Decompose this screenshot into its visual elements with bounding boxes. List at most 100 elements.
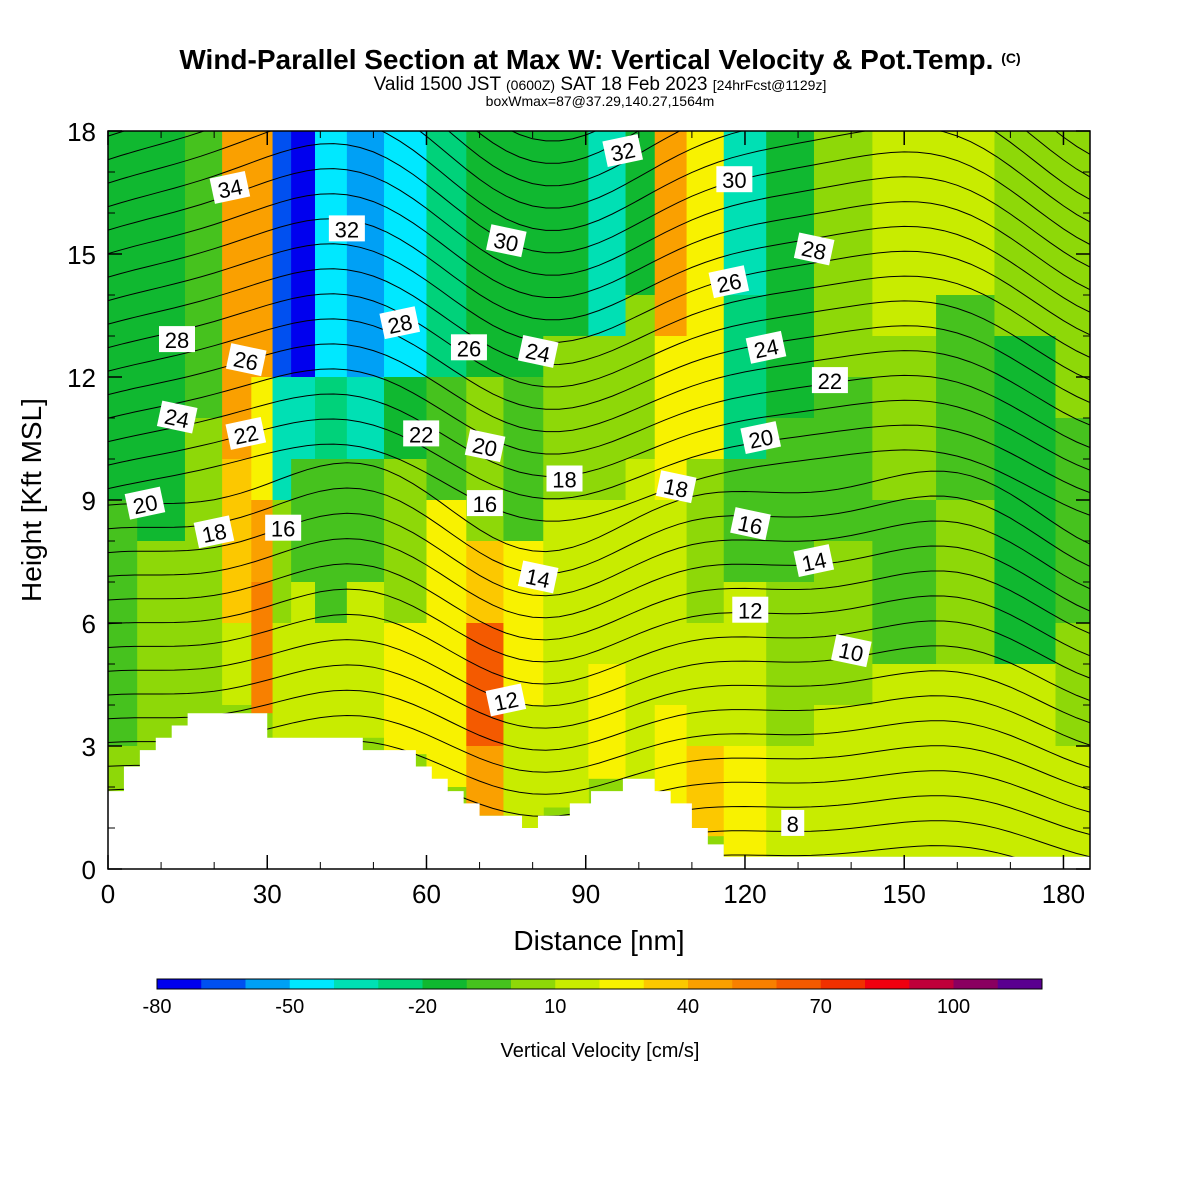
velocity-cell <box>346 131 385 377</box>
contour-label: 18 <box>193 515 235 549</box>
theta-contour-line <box>475 131 1090 164</box>
contour-label: 28 <box>793 232 835 266</box>
theta-contour-line <box>108 393 1090 477</box>
velocity-cell <box>766 746 815 857</box>
velocity-cell <box>384 623 427 755</box>
contour-label: 16 <box>265 514 302 542</box>
theta-contour-line <box>108 193 1090 298</box>
colorbar-swatch <box>599 979 645 989</box>
theta-contour-line <box>108 318 1090 410</box>
svg-text:20: 20 <box>470 432 499 462</box>
x-axis-title: Distance [nm] <box>513 925 684 956</box>
box-info: boxWmax=87@37.29,140.27,1564m <box>485 93 715 109</box>
y-tick-label: 6 <box>82 609 96 639</box>
velocity-cell <box>654 500 688 705</box>
svg-text:26: 26 <box>457 336 481 361</box>
svg-text:16: 16 <box>736 510 765 540</box>
contour-label: 32 <box>602 134 643 167</box>
theta-contour-line <box>108 538 1090 619</box>
velocity-cell <box>686 623 725 746</box>
velocity-cell <box>654 705 688 808</box>
colorbar: -80 -50 -20 10 40 70 100 <box>143 978 1043 1018</box>
y-tick-label: 12 <box>67 363 96 393</box>
theta-contour-line <box>108 143 1090 254</box>
theta-contour-line <box>108 218 1090 321</box>
theta-contour-line <box>108 487 1090 575</box>
velocity-cell <box>346 377 385 459</box>
svg-text:32: 32 <box>608 137 637 167</box>
y-axis-title: Height [Kft MSL] <box>16 398 47 602</box>
velocity-cell <box>272 377 292 500</box>
svg-text:22: 22 <box>232 420 261 450</box>
y-tick-label: 9 <box>82 486 96 516</box>
contour-label: 12 <box>732 596 769 624</box>
velocity-cell <box>936 295 995 500</box>
theta-contour-line <box>108 689 1090 751</box>
valid-date: SAT 18 Feb 2023 <box>560 74 708 95</box>
contour-label: 20 <box>740 421 781 454</box>
x-tick-label: 0 <box>101 879 115 909</box>
theta-contour-line <box>108 588 1090 663</box>
colorbar-tick-label: -80 <box>143 996 172 1018</box>
velocity-cell <box>315 131 348 377</box>
svg-text:34: 34 <box>216 174 245 204</box>
contour-label: 30 <box>486 224 527 258</box>
colorbar-swatch <box>201 979 246 989</box>
contour-label: 24 <box>745 330 787 364</box>
velocity-cell <box>251 131 274 377</box>
velocity-cell <box>872 131 937 336</box>
y-tick-label: 15 <box>67 240 96 270</box>
velocity-cell <box>872 336 937 500</box>
colorbar-swatch <box>909 979 954 989</box>
contour-labels: 34 32 30 32 30 28 26 28 26 28 26 24 24 22 24 22 22 20 20 18… <box>124 134 872 837</box>
contour-label: 16 <box>466 490 503 517</box>
contour-label: 8 <box>781 809 805 837</box>
velocity-cell <box>625 664 656 779</box>
velocity-cell <box>503 377 544 541</box>
velocity-cell <box>426 500 467 664</box>
colorbar-title: Vertical Velocity [cm/s] <box>501 1040 700 1062</box>
contour-label: 14 <box>793 544 835 577</box>
theta-contour-line <box>108 131 1090 187</box>
x-tick-label: 150 <box>883 879 926 909</box>
x-tick-label: 30 <box>253 879 282 909</box>
velocity-cell <box>184 131 223 418</box>
colorbar-swatch <box>953 979 999 989</box>
colorbar-swatch <box>334 979 379 989</box>
velocity-cell <box>272 623 292 738</box>
colorbar-tick-label: -20 <box>408 996 437 1018</box>
svg-text:20: 20 <box>131 490 160 520</box>
colorbar-swatch <box>466 979 512 989</box>
theta-contour-line <box>108 243 1090 343</box>
colorbar-swatch <box>378 979 423 989</box>
theta-contour-line <box>108 131 1090 209</box>
x-tick-label: 120 <box>723 879 766 909</box>
velocity-cell <box>108 131 138 500</box>
svg-text:26: 26 <box>715 268 744 298</box>
colorbar-swatch <box>555 979 600 989</box>
svg-text:14: 14 <box>800 547 829 577</box>
theta-contour-line <box>510 131 1090 142</box>
colorbar-tick-label: 100 <box>937 996 970 1018</box>
velocity-cell <box>994 664 1056 857</box>
theta-contour-line <box>108 168 1090 276</box>
velocity-cell <box>426 664 467 787</box>
contour-label: 26 <box>450 334 487 361</box>
valid-utc: (0600Z) <box>506 77 556 93</box>
contour-label: 18 <box>655 470 697 504</box>
velocity-cell <box>543 131 589 336</box>
y-tick-label: 0 <box>82 855 96 885</box>
svg-text:18: 18 <box>552 468 576 493</box>
colorbar-tick-label: -50 <box>275 996 304 1018</box>
svg-text:22: 22 <box>818 369 842 394</box>
svg-text:20: 20 <box>746 424 775 454</box>
velocity-cell <box>1055 746 1090 857</box>
theta-contour-line <box>108 293 1090 388</box>
copyright-mark: (C) <box>1001 50 1021 66</box>
velocity-cell <box>222 623 252 705</box>
colorbar-swatch <box>511 979 556 989</box>
contour-label: 30 <box>716 166 753 193</box>
velocity-cell <box>588 336 627 500</box>
chart-title: Wind-Parallel Section at Max W: Vertical… <box>0 44 1200 76</box>
contour-label: 14 <box>517 560 559 594</box>
